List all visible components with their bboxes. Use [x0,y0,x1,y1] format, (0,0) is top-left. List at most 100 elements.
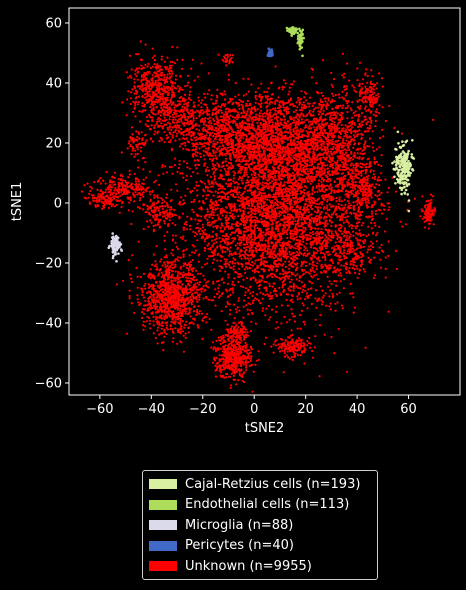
data-point [293,150,296,153]
data-point [289,236,292,239]
data-point [315,202,319,206]
data-point [254,189,257,192]
data-point [253,271,256,274]
data-point [289,231,292,235]
data-point [300,236,303,239]
data-point [314,106,317,109]
data-point [232,180,235,183]
data-point [250,251,253,254]
data-point [219,210,222,213]
data-point [171,239,174,242]
data-point [315,247,318,250]
data-point [226,195,229,199]
data-point [225,182,228,185]
data-point [141,293,144,297]
data-point [246,99,249,103]
data-point [238,238,241,241]
data-point [222,178,225,181]
data-point [245,221,248,224]
data-point [271,285,274,288]
data-point [243,221,246,224]
data-point [219,259,222,262]
data-point [268,251,271,255]
data-point [353,114,356,117]
data-point [249,223,252,226]
data-point [305,199,308,202]
data-point [318,233,321,236]
data-point [231,237,234,240]
data-point [171,248,174,252]
data-point [371,146,374,149]
data-point [227,295,230,298]
data-point [185,223,188,226]
data-point [229,185,232,188]
data-point [304,202,307,206]
data-point [342,104,345,107]
data-point [250,249,253,252]
data-point [232,265,235,268]
data-point [301,153,304,156]
data-point [313,148,316,151]
data-point [304,298,307,301]
data-point [209,154,212,157]
data-point [235,311,238,314]
data-point [218,269,221,272]
data-point [335,200,338,203]
data-point [399,220,402,223]
data-point [311,104,314,107]
data-point [328,305,331,308]
data-point [264,256,267,259]
data-point [343,148,346,151]
data-point [219,212,222,215]
data-point [354,110,357,113]
data-point [213,268,216,271]
data-point [288,260,291,263]
data-point [295,223,298,226]
data-point [291,210,294,213]
data-point [303,96,306,99]
data-point [291,294,294,298]
data-point [210,223,213,226]
data-point [260,231,263,234]
data-point [347,154,350,157]
data-point [278,215,281,218]
data-point [394,190,398,193]
data-point [362,242,365,245]
data-point [229,233,232,236]
data-point [266,198,269,201]
data-point [274,207,277,210]
data-point [297,182,300,185]
data-point [351,292,354,295]
data-point [179,256,182,259]
data-point [316,208,320,211]
data-point [264,250,267,253]
data-point [276,263,279,267]
data-point [271,253,274,256]
data-point [163,215,166,218]
data-point [195,184,198,187]
data-point [300,218,303,221]
data-point [281,198,284,201]
data-point [278,286,281,289]
data-point [190,201,193,204]
data-point [325,193,328,197]
data-point [196,194,199,197]
data-point [305,198,308,201]
data-point [277,212,281,215]
data-point [338,224,341,227]
data-point [344,128,347,131]
data-point [263,342,266,346]
data-point [353,139,356,142]
data-point [230,178,233,181]
data-point [302,236,305,239]
data-point [178,163,181,166]
data-point [243,210,246,213]
data-point [334,140,337,143]
data-point [330,83,333,86]
data-point [283,229,286,232]
data-point [364,105,367,108]
data-point [184,179,188,182]
data-point [306,102,309,105]
data-point [206,210,209,213]
data-point [232,240,235,243]
